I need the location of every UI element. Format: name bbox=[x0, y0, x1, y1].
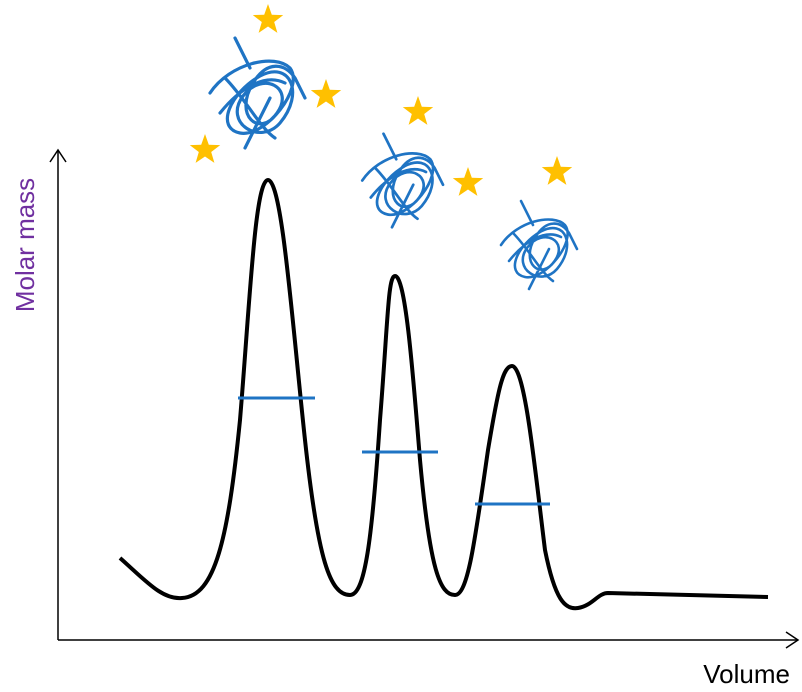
molecule bbox=[210, 38, 305, 148]
label-star bbox=[253, 4, 283, 33]
width-bars bbox=[238, 398, 550, 504]
y-axis-label: Molar mass bbox=[10, 178, 40, 312]
label-star bbox=[453, 167, 483, 196]
page: {"axes": {"y_label": "Molar mass", "x_la… bbox=[0, 0, 802, 692]
axes bbox=[50, 150, 798, 648]
label-star bbox=[403, 96, 433, 125]
x-axis-label: Volume bbox=[703, 659, 790, 689]
diagram: Molar mass Volume bbox=[0, 0, 802, 692]
label-star bbox=[542, 156, 572, 185]
label-star bbox=[311, 79, 341, 108]
label-star bbox=[190, 134, 220, 163]
molecule bbox=[501, 201, 577, 289]
trace bbox=[120, 180, 768, 608]
molecule bbox=[362, 134, 443, 228]
